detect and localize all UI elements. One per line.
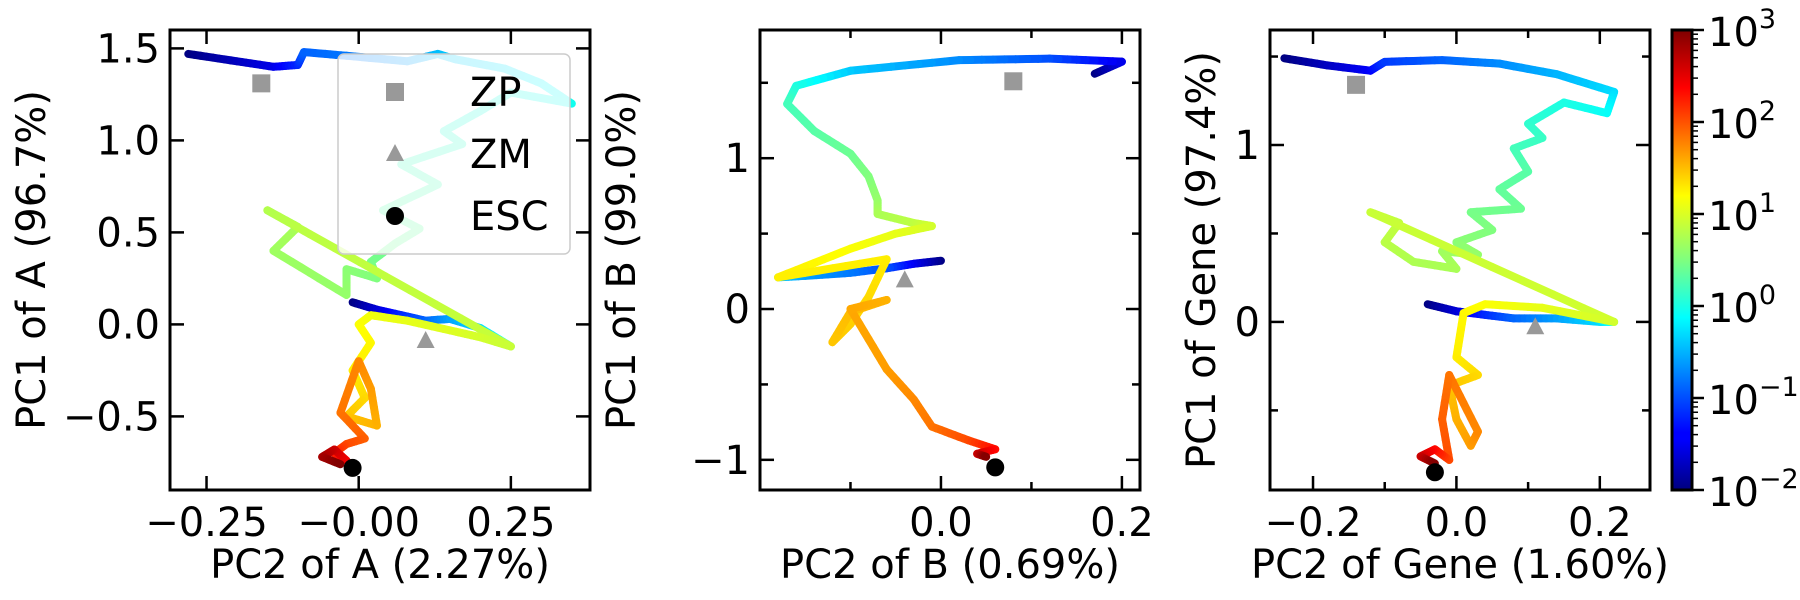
- legend-esc-marker: [386, 207, 404, 225]
- y-tick-label: 0.0: [96, 302, 160, 348]
- colorbar-tick-label: 100: [1708, 280, 1776, 332]
- legend-label-esc: ESC: [470, 194, 549, 240]
- panel-b: 0.0 0.2 −1 0 1 PC2 of B (0.69%) PC1 of B (99.0…: [599, 28, 1154, 588]
- x-tick-label: 0.2: [1090, 500, 1154, 546]
- zm-marker: [416, 330, 435, 348]
- x-axis-label: PC2 of B (0.69%): [780, 542, 1120, 588]
- axes-frame: [758, 28, 1142, 492]
- zp-marker: [1347, 75, 1366, 94]
- legend-zm-marker: [386, 144, 404, 161]
- y-tick-label: 0.5: [96, 210, 160, 256]
- trajectory-segment: [456, 314, 490, 337]
- x-tick-label: 0.0: [1425, 500, 1489, 546]
- trajectory-segment: [1366, 208, 1405, 230]
- x-tick-label: −0.2: [1264, 500, 1361, 546]
- trajectory-segment: [431, 300, 465, 323]
- y-tick-label: 1.5: [96, 26, 160, 72]
- colorbar: 10−2 10−1 100 101 102 103: [1670, 4, 1799, 516]
- esc-marker: [986, 458, 1005, 477]
- colorbar-tick-label: 10−2: [1708, 464, 1799, 516]
- x-tick-label: −0.25: [145, 500, 268, 546]
- axes-frame: [1268, 28, 1652, 492]
- x-axis-label: PC2 of A (2.27%): [210, 542, 550, 588]
- y-tick-label: −0.5: [63, 394, 160, 440]
- x-tick-label: 0.2: [1568, 500, 1632, 546]
- y-tick-label: 1: [1235, 123, 1260, 169]
- y-axis-label: PC1 of B (99.0%): [599, 90, 645, 430]
- x-axis-label: PC2 of Gene (1.60%): [1251, 542, 1669, 588]
- zm-marker: [1526, 317, 1545, 335]
- legend-label-zm: ZM: [470, 132, 532, 178]
- axes-frame: [168, 28, 592, 492]
- y-tick-label: −1: [691, 438, 750, 484]
- trajectory-segment: [1457, 249, 1497, 272]
- colorbar-gradient: [1670, 28, 1694, 492]
- x-tick-label: 0.0: [909, 500, 973, 546]
- legend-zp-marker: [386, 83, 404, 101]
- colorbar-tick-label: 10−1: [1708, 372, 1799, 424]
- trajectory-segment: [1427, 235, 1466, 258]
- trajectory-segment: [1396, 221, 1436, 244]
- zp-marker: [1004, 72, 1023, 91]
- legend-label-zp: ZP: [470, 70, 522, 116]
- trajectory-segment: [406, 286, 440, 309]
- trajectory-segment: [1488, 263, 1527, 285]
- legend-box: [337, 53, 571, 255]
- panel-gene: −0.2 0.0 0.2 0 1 PC2 of Gene (1.60%) PC1 of Ge…: [1179, 28, 1669, 588]
- colorbar-tick-label: 103: [1708, 4, 1776, 56]
- y-axis-label: PC1 of A (96.7%): [9, 90, 55, 430]
- trajectory-segment: [381, 272, 415, 295]
- zm-marker: [895, 270, 914, 288]
- x-tick-label: −0.00: [297, 500, 420, 546]
- y-tick-label: 0: [1235, 300, 1260, 346]
- trajectory-segment: [1549, 290, 1588, 313]
- esc-marker: [343, 458, 362, 477]
- x-tick-label: 0.25: [466, 500, 555, 546]
- legend: ZP ZM ESC: [337, 53, 571, 255]
- trajectory-segment: [1518, 276, 1558, 299]
- y-tick-label: 0: [725, 287, 750, 333]
- zp-marker: [252, 74, 271, 93]
- trajectory-segment: [356, 258, 390, 281]
- trajectory-segment: [334, 459, 345, 469]
- y-tick-label: 1.0: [96, 118, 160, 164]
- colorbar-tick-label: 102: [1708, 96, 1776, 148]
- y-tick-label: 1: [725, 136, 750, 182]
- trajectory-segment: [306, 230, 340, 253]
- esc-marker: [1425, 463, 1444, 482]
- colorbar-tick-label: 101: [1708, 188, 1776, 240]
- y-axis-label: PC1 of Gene (97.4%): [1179, 51, 1225, 469]
